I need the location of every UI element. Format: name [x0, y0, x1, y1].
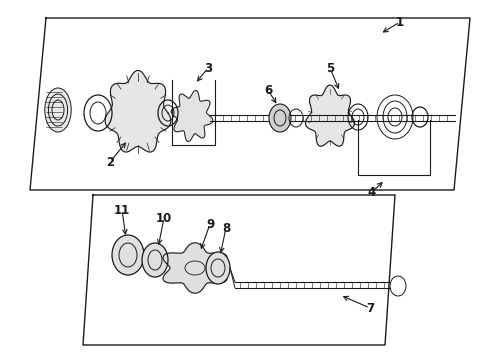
Text: 11: 11 [114, 203, 130, 216]
Polygon shape [163, 243, 227, 293]
Text: 7: 7 [366, 302, 374, 315]
Ellipse shape [112, 235, 144, 275]
Text: 8: 8 [222, 221, 230, 234]
Ellipse shape [269, 104, 291, 132]
Text: 9: 9 [206, 217, 214, 230]
Ellipse shape [45, 88, 71, 132]
Text: 3: 3 [204, 62, 212, 75]
Ellipse shape [142, 243, 168, 277]
Polygon shape [105, 71, 171, 152]
Polygon shape [171, 90, 213, 141]
Polygon shape [305, 85, 355, 146]
Text: 1: 1 [396, 15, 404, 28]
Text: 2: 2 [106, 156, 114, 168]
Text: 6: 6 [264, 84, 272, 96]
Text: 5: 5 [326, 62, 334, 75]
Ellipse shape [206, 252, 230, 284]
Text: 4: 4 [368, 185, 376, 198]
Text: 10: 10 [156, 212, 172, 225]
